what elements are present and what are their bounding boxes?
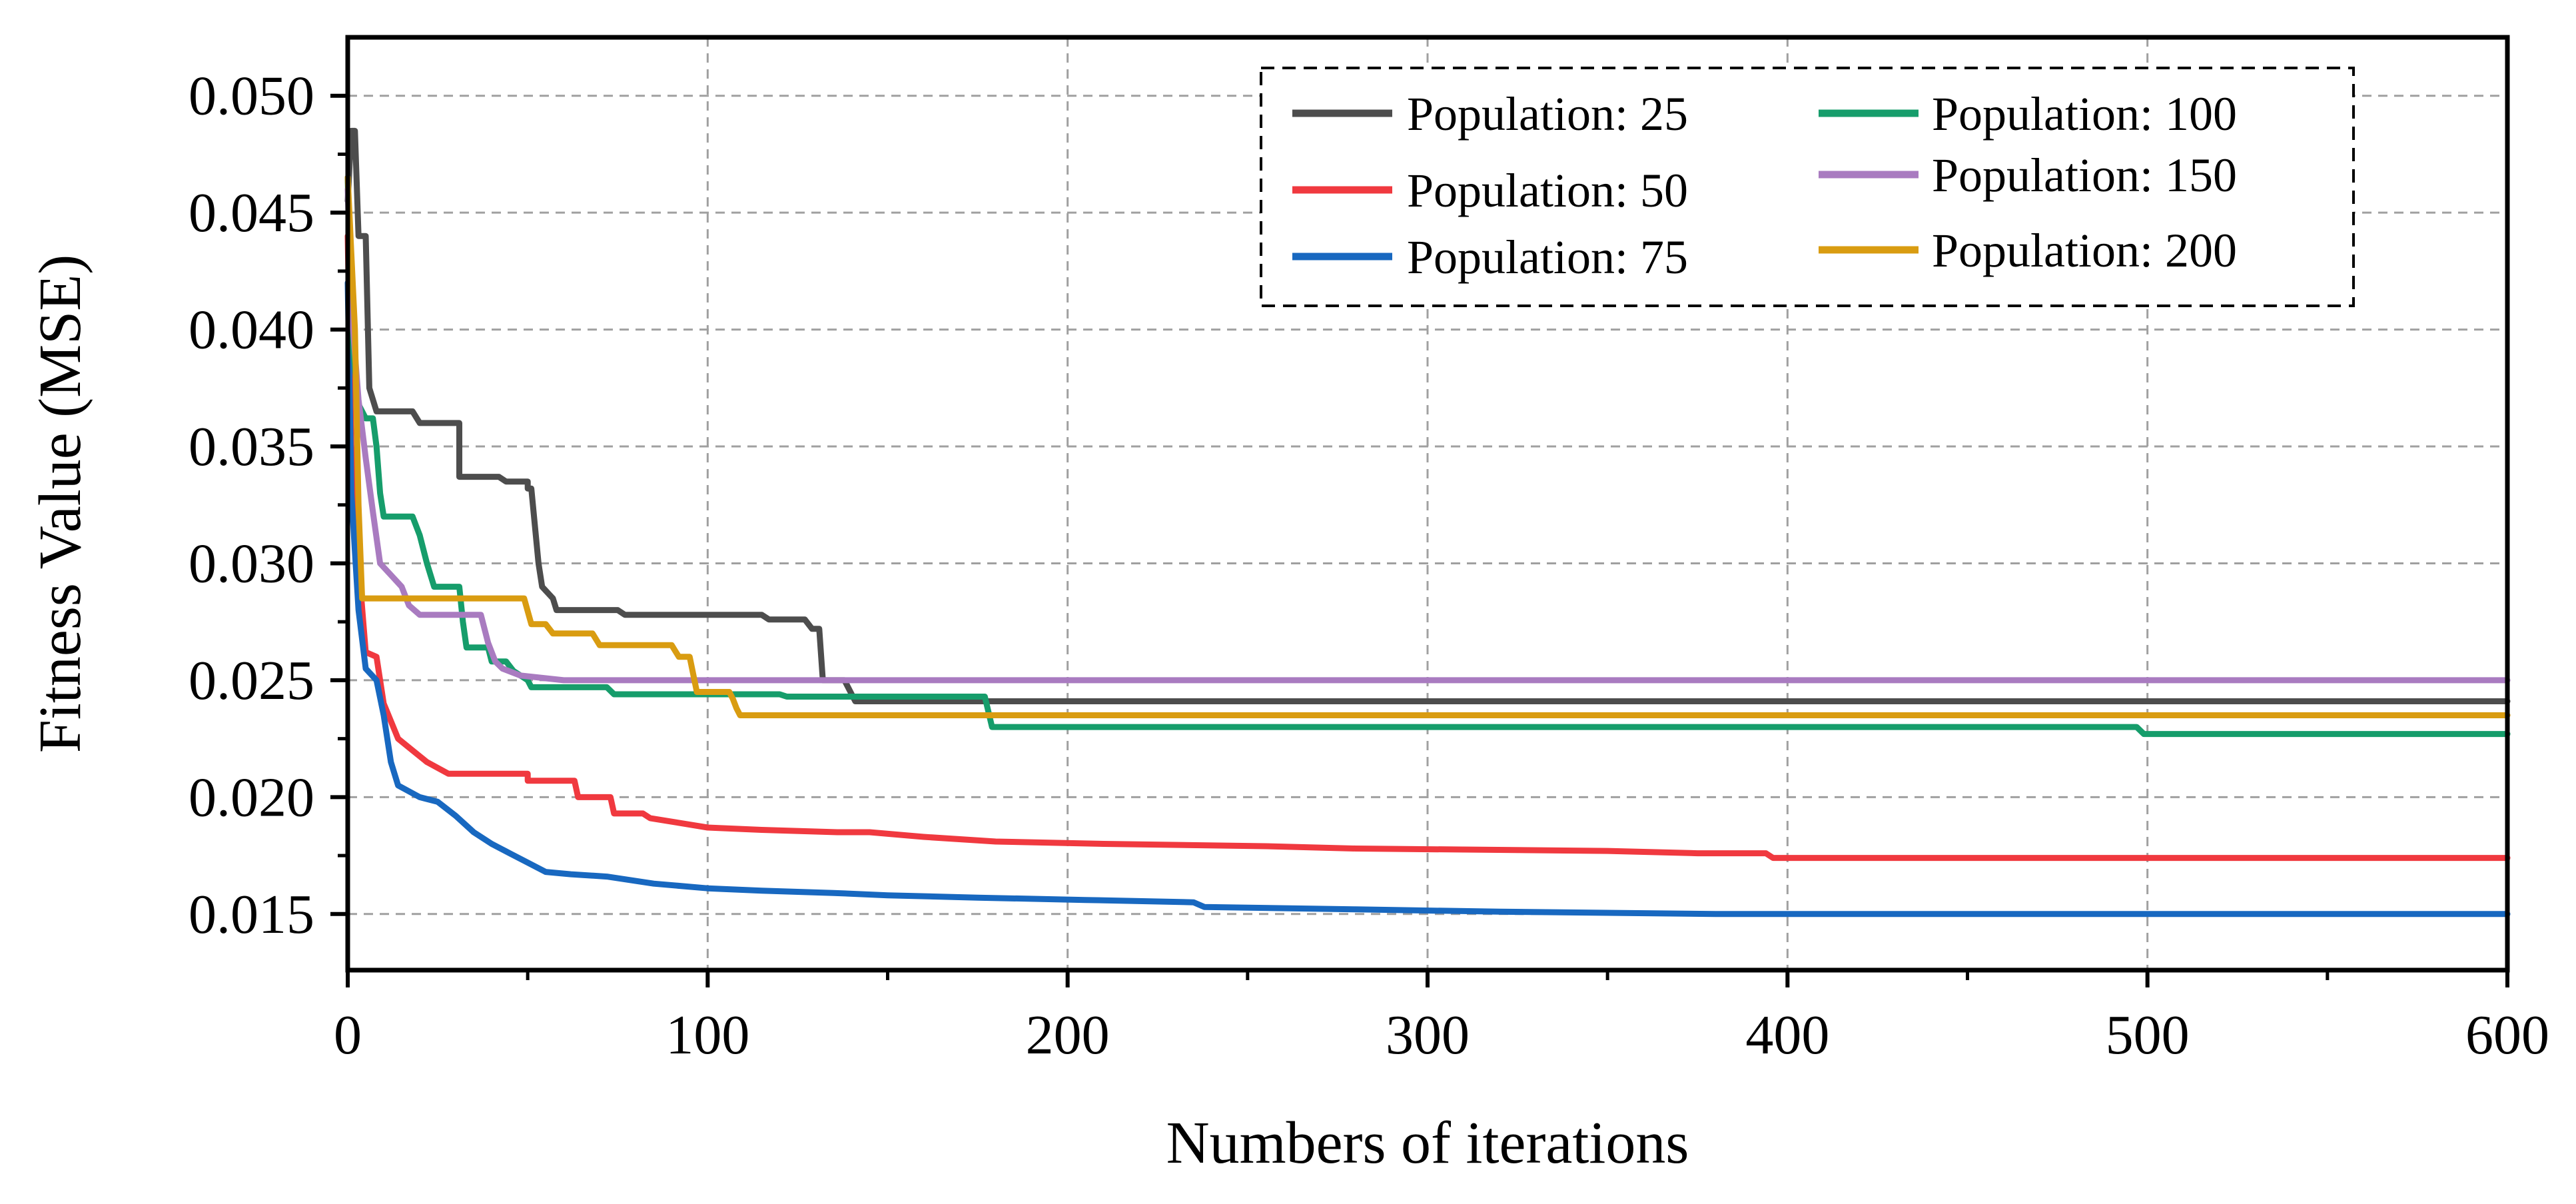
x-tick-label: 100	[665, 1004, 749, 1066]
x-tick-label: 0	[334, 1004, 362, 1066]
y-tick-label: 0.050	[189, 65, 314, 127]
legend-label-pop-75: Population: 75	[1407, 231, 1688, 284]
y-tick-label: 0.035	[189, 416, 314, 478]
series-line-3	[344, 175, 2511, 738]
x-tick-label: 500	[2106, 1004, 2190, 1066]
legend-label-pop-50: Population: 50	[1407, 164, 1688, 217]
legend-item-pop-75: Population: 75	[1292, 231, 1688, 284]
series-line-1	[344, 233, 2511, 862]
legend-item-pop-150: Population: 150	[1819, 149, 2237, 202]
y-tick-label: 0.025	[189, 650, 314, 712]
legend-item-pop-200: Population: 200	[1819, 224, 2237, 277]
legend-item-pop-25: Population: 25	[1292, 87, 1688, 141]
legend-item-pop-50: Population: 50	[1292, 164, 1688, 217]
series-line-5	[344, 175, 2511, 718]
x-tick-label: 600	[2465, 1004, 2549, 1066]
legend-label-pop-25: Population: 25	[1407, 87, 1688, 141]
axis-ticks	[330, 93, 2509, 987]
legend-label-pop-100: Population: 100	[1932, 87, 2237, 141]
x-tick-label: 300	[1386, 1004, 1470, 1066]
legend: Population: 25 Population: 50 Population…	[1260, 67, 2355, 307]
y-axis-title: Fitness Value (MSE)	[27, 255, 93, 753]
legend-label-pop-200: Population: 200	[1932, 224, 2237, 277]
x-tick-label: 400	[1745, 1004, 1829, 1066]
y-tick-label: 0.015	[189, 884, 314, 945]
series-line-2	[344, 279, 2511, 917]
series-line-0	[344, 127, 2511, 704]
series-lines	[344, 127, 2511, 917]
legend-label-pop-150: Population: 150	[1932, 149, 2237, 202]
tick-labels: 0 100 200 300 400 500 600 0.015 0.020 0.025 0.030 0…	[189, 65, 2549, 1066]
legend-item-pop-100: Population: 100	[1819, 87, 2237, 141]
series-line-4	[344, 186, 2511, 684]
x-tick-label: 200	[1026, 1004, 1110, 1066]
y-tick-label: 0.030	[189, 532, 314, 594]
y-tick-label: 0.020	[189, 766, 314, 828]
x-axis-title: Numbers of iterations	[1166, 1110, 1689, 1176]
legend-box	[1260, 67, 2355, 307]
y-tick-label: 0.045	[189, 182, 314, 244]
y-tick-label: 0.040	[189, 299, 314, 361]
